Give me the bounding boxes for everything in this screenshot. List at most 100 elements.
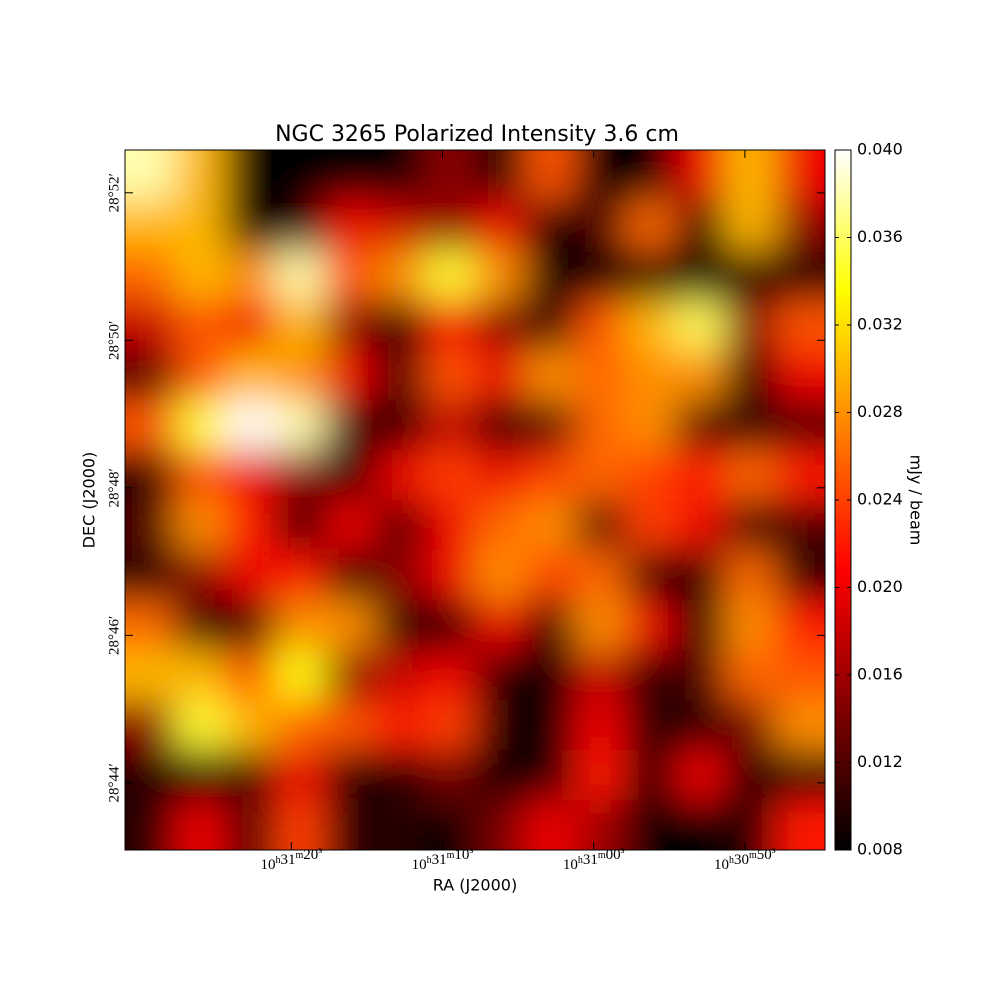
heatmap-cell bbox=[125, 550, 176, 601]
heatmap-cell bbox=[425, 200, 476, 251]
heatmap-cell bbox=[375, 800, 426, 850]
heatmap-cell bbox=[775, 400, 825, 451]
heatmap-cell bbox=[575, 250, 626, 301]
heatmap-cell bbox=[625, 700, 676, 751]
heatmap-cell bbox=[225, 350, 276, 401]
heatmap-cell bbox=[475, 300, 526, 351]
heatmap-cell bbox=[625, 350, 676, 401]
heatmap-cell bbox=[775, 150, 825, 201]
heatmap-cell bbox=[375, 700, 426, 751]
heatmap-cell bbox=[175, 250, 226, 301]
colorbar-tick-label: 0.024 bbox=[857, 490, 903, 509]
heatmap-cell bbox=[725, 250, 776, 301]
heatmap-cell bbox=[775, 800, 825, 850]
heatmap-cell bbox=[525, 600, 576, 651]
heatmap-cell bbox=[325, 600, 376, 651]
heatmap-cell bbox=[325, 400, 376, 451]
heatmap-cell bbox=[775, 700, 825, 751]
heatmap-cell bbox=[125, 400, 176, 451]
heatmap-cell bbox=[475, 600, 526, 651]
heatmap-cell bbox=[275, 750, 326, 801]
heatmap-cell bbox=[475, 400, 526, 451]
heatmap-cell bbox=[625, 250, 676, 301]
heatmap-cell bbox=[725, 300, 776, 351]
colorbar-tick-label: 0.016 bbox=[857, 665, 903, 684]
colorbar-tick-label: 0.020 bbox=[857, 577, 903, 596]
heatmap-cell bbox=[275, 600, 326, 651]
heatmap-cell bbox=[325, 350, 376, 401]
heatmap-cell bbox=[525, 800, 576, 850]
heatmap-cell bbox=[775, 600, 825, 651]
heatmap-cell bbox=[175, 650, 226, 701]
heatmap-cell bbox=[225, 450, 276, 501]
heatmap-cell bbox=[525, 400, 576, 451]
heatmap-cell bbox=[425, 400, 476, 451]
heatmap-cell bbox=[425, 150, 476, 201]
heatmap-cell bbox=[775, 300, 825, 351]
heatmap-cell bbox=[375, 500, 426, 551]
heatmap-cell bbox=[275, 500, 326, 551]
heatmap-cell bbox=[725, 550, 776, 601]
heatmap-cell bbox=[625, 600, 676, 651]
heatmap-cell bbox=[125, 300, 176, 351]
heatmap-cell bbox=[325, 200, 376, 251]
x-tick-label: 10h31m20s bbox=[260, 845, 322, 873]
heatmap-cell bbox=[375, 550, 426, 601]
heatmap-cell bbox=[375, 200, 426, 251]
heatmap-cell bbox=[225, 750, 276, 801]
heatmap-cell bbox=[175, 300, 226, 351]
y-tick-label: 28°50′ bbox=[106, 321, 122, 360]
heatmap-cell bbox=[275, 450, 326, 501]
heatmap-cell bbox=[175, 400, 226, 451]
heatmap-cell bbox=[775, 250, 825, 301]
colorbar-tick-label: 0.036 bbox=[857, 227, 903, 246]
heatmap-cell bbox=[325, 450, 376, 501]
heatmap-cell bbox=[275, 700, 326, 751]
heatmap-cell bbox=[675, 700, 726, 751]
heatmap-cell bbox=[775, 350, 825, 401]
heatmap-cell bbox=[725, 150, 776, 201]
heatmap-cell bbox=[375, 150, 426, 201]
heatmap-cell bbox=[675, 750, 726, 801]
heatmap-cell bbox=[625, 450, 676, 501]
heatmap-cell bbox=[475, 250, 526, 301]
heatmap-cell bbox=[475, 700, 526, 751]
x-tick-label: 10h30m50s bbox=[714, 845, 776, 873]
heatmap-cell bbox=[225, 200, 276, 251]
heatmap-cell bbox=[475, 500, 526, 551]
heatmap-cell bbox=[325, 650, 376, 701]
heatmap-cell bbox=[275, 650, 326, 701]
heatmap-cell bbox=[675, 300, 726, 351]
heatmap-cell bbox=[225, 150, 276, 201]
heatmap-cell bbox=[525, 200, 576, 251]
heatmap-cell bbox=[175, 150, 226, 201]
heatmap-cell bbox=[775, 650, 825, 701]
heatmap-cell bbox=[375, 600, 426, 651]
heatmap-cell bbox=[675, 800, 726, 850]
heatmap-cell bbox=[725, 750, 776, 801]
heatmap-cell bbox=[625, 500, 676, 551]
heatmap-cell bbox=[725, 200, 776, 251]
y-tick-label: 28°48′ bbox=[106, 468, 122, 507]
heatmap-cell bbox=[275, 250, 326, 301]
heatmap-cell bbox=[675, 150, 726, 201]
heatmap-cell bbox=[425, 650, 476, 701]
heatmap-cell bbox=[575, 500, 626, 551]
heatmap-cell bbox=[375, 750, 426, 801]
heatmap-cell bbox=[375, 250, 426, 301]
heatmap-cell bbox=[175, 350, 226, 401]
heatmap-cell bbox=[625, 150, 676, 201]
heatmap-cell bbox=[675, 450, 726, 501]
heatmap-cell bbox=[275, 150, 326, 201]
heatmap-cell bbox=[425, 450, 476, 501]
heatmap-cell bbox=[675, 500, 726, 551]
heatmap-cell bbox=[225, 300, 276, 351]
heatmap-cell bbox=[725, 500, 776, 551]
heatmap-cell bbox=[375, 400, 426, 451]
heatmap-cell bbox=[625, 550, 676, 601]
heatmap-cell bbox=[575, 700, 626, 751]
colorbar-tick-label: 0.032 bbox=[857, 315, 903, 334]
x-axis-label: RA (J2000) bbox=[433, 876, 517, 895]
heatmap-cell bbox=[575, 150, 626, 201]
heatmap-cell bbox=[525, 750, 576, 801]
